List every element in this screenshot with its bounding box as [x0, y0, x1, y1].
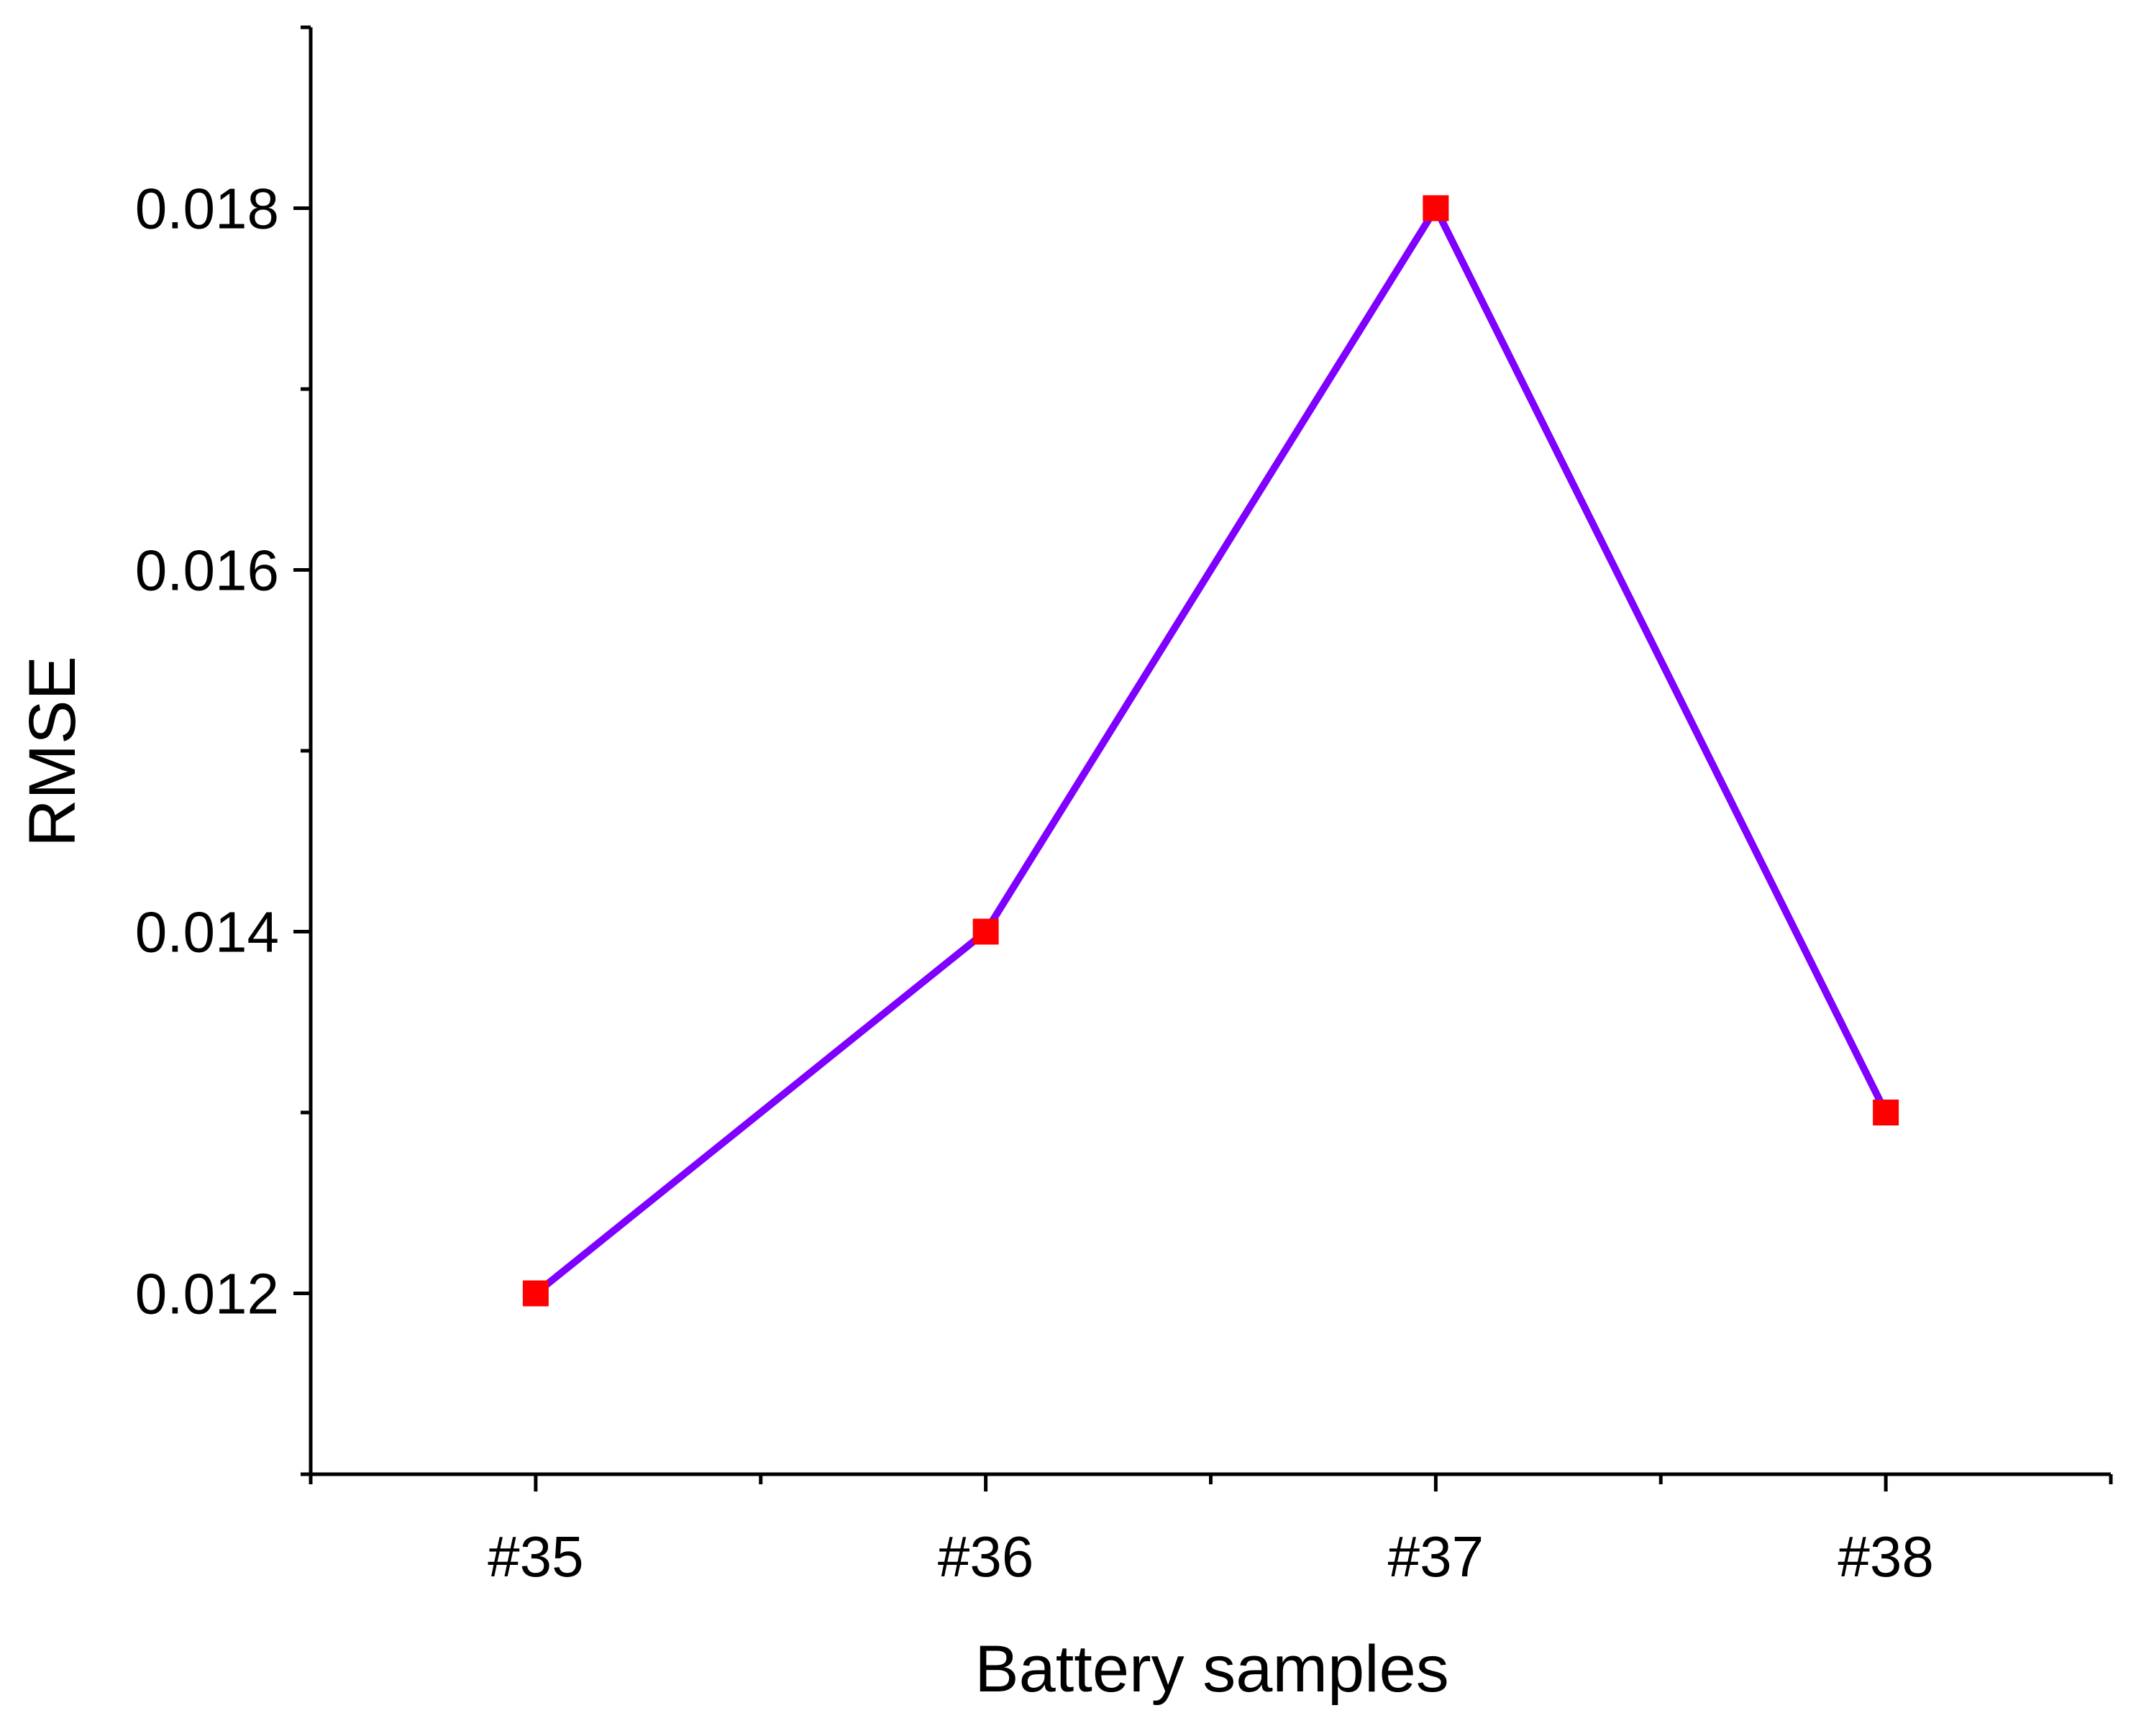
y-tick-label: 0.018	[135, 177, 279, 241]
markers	[522, 195, 1899, 1307]
x-tick-label: #37	[1388, 1525, 1484, 1589]
x-tick-label: #38	[1838, 1525, 1933, 1589]
y-axis-title: RMSE	[16, 656, 89, 847]
data-point-marker	[972, 918, 999, 945]
data-point-marker	[1423, 195, 1449, 221]
y-tick-label: 0.014	[135, 900, 279, 964]
ticks: 0.012 0.014 0.016 0.018 #35 #36 #37 #38	[135, 25, 2113, 1589]
x-axis-title: Battery samples	[975, 1632, 1449, 1706]
y-tick-label: 0.012	[135, 1262, 279, 1326]
data-point-marker	[1873, 1100, 1899, 1125]
series	[533, 201, 1889, 1297]
x-tick-label: #36	[938, 1525, 1033, 1589]
data-point-marker	[522, 1280, 549, 1307]
x-tick-label: #35	[488, 1525, 583, 1589]
y-tick-label: 0.016	[135, 539, 279, 603]
series-line	[533, 201, 1889, 1297]
